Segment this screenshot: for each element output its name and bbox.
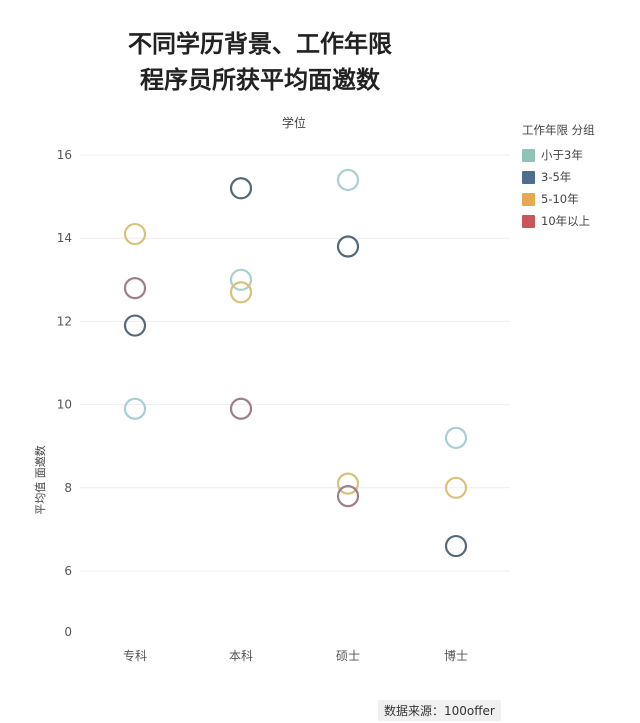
legend-label: 5-10年 [541,192,579,206]
legend-label: 小于3年 [541,148,583,162]
grid-lines [80,154,510,572]
data-point[interactable] [123,314,147,337]
chart-title-line-1: 不同学历背景、工作年限 [128,30,392,58]
data-point[interactable] [123,397,147,420]
data-point[interactable] [336,168,360,192]
data-point[interactable] [229,397,253,420]
chart-title: 不同学历背景、工作年限 程序员所获平均面邀数 [0,26,520,98]
legend-swatch [522,148,535,162]
data-point[interactable] [444,476,468,499]
x-tick-label: 专科 [123,648,147,663]
x-axis-ticks: 专科 本科 硕士 博士 [123,648,468,663]
y-tick-label: 10 [57,398,72,412]
y-axis-label: 平均值 面邀数 [33,445,47,515]
data-point[interactable] [229,177,253,200]
legend-item-10plus[interactable]: 10年以上 [522,210,595,232]
legend-item-lt3[interactable]: 小于3年 [522,144,595,166]
legend-swatch [522,192,535,206]
y-tick-label: 12 [57,314,72,328]
y-tick-label: 14 [57,231,72,245]
legend: 工作年限 分组 小于3年 3-5年 5-10年 10年以上 [522,122,595,232]
data-point[interactable] [123,222,147,246]
data-point[interactable] [444,534,468,558]
legend-swatch [522,214,535,228]
x-axis-label: 学位 [282,115,306,130]
y-tick-label: 6 [64,564,72,578]
legend-label: 10年以上 [541,214,591,228]
chart-title-line-2: 程序员所获平均面邀数 [140,66,380,94]
data-point[interactable] [229,281,253,304]
data-point[interactable] [123,277,147,300]
y-axis-ticks: 0 6 8 10 12 14 16 [57,148,72,639]
y-tick-label: 8 [64,481,72,495]
data-point[interactable] [336,485,360,508]
data-point[interactable] [336,235,360,258]
legend-label: 3-5年 [541,170,572,184]
data-point[interactable] [336,472,360,495]
legend-item-5-10[interactable]: 5-10年 [522,188,595,210]
legend-swatch [522,170,535,184]
legend-item-3-5[interactable]: 3-5年 [522,166,595,188]
data-point[interactable] [229,268,253,291]
data-point[interactable] [444,426,468,449]
y-tick-label: 16 [57,148,72,162]
legend-title: 工作年限 分组 [522,123,595,137]
x-tick-label: 硕士 [336,649,360,663]
data-source-note: 数据来源：100offer [378,700,501,721]
x-tick-label: 本科 [229,649,253,663]
data-points [123,168,468,558]
y-tick-label: 0 [64,625,72,639]
x-tick-label: 博士 [444,648,468,663]
